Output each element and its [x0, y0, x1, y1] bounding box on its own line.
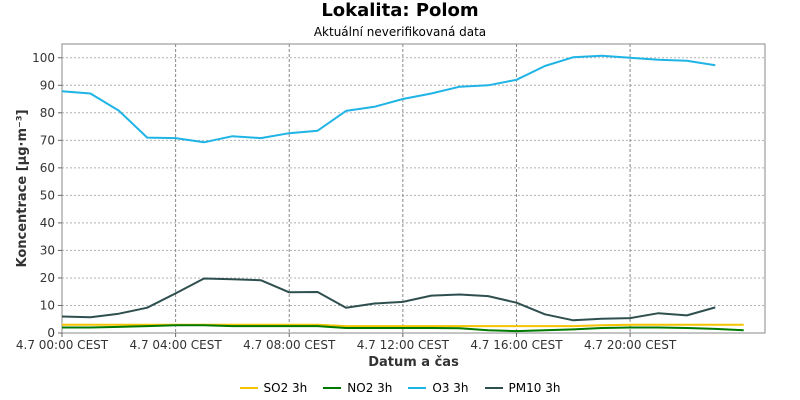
legend-entry: O3 3h [408, 381, 469, 395]
legend-label: NO2 3h [347, 381, 393, 395]
y-tick-label: 30 [40, 243, 55, 257]
y-tick-label: 60 [40, 161, 55, 175]
y-tick-label: 20 [40, 271, 55, 285]
y-tick-label: 0 [47, 326, 55, 340]
x-axis-title: Datum a čas [368, 355, 459, 370]
grid [61, 44, 765, 333]
legend-swatch [484, 387, 503, 389]
chart-title: Lokalita: Polom [321, 0, 479, 21]
legend-swatch [323, 387, 342, 389]
series-line-no2-3h [62, 324, 744, 333]
x-tick-label: 4.7 04:00 CEST [130, 338, 223, 352]
x-tick-label: 4.7 08:00 CEST [243, 338, 336, 352]
legend-entry: SO2 3h [239, 381, 308, 395]
legend-label: O3 3h [432, 381, 469, 395]
legend-entry: NO2 3h [323, 381, 392, 395]
plot-area [61, 43, 766, 334]
legend: SO2 3h NO2 3h O3 3h PM10 3h [0, 381, 800, 395]
legend-swatch [239, 387, 258, 389]
y-tick-label: 80 [40, 106, 55, 120]
x-tick-label: 4.7 16:00 CEST [470, 338, 563, 352]
y-tick-label: 90 [40, 78, 55, 92]
y-tick-label: 70 [40, 133, 55, 147]
y-tick-label: 50 [40, 188, 55, 202]
y-tick-label: 10 [40, 298, 55, 312]
legend-entry: PM10 3h [484, 381, 561, 395]
x-tick-label: 4.7 12:00 CEST [357, 338, 450, 352]
x-tick-label: 4.7 20:00 CEST [584, 338, 677, 352]
legend-swatch [408, 387, 427, 389]
x-tick-label: 4.7 00:00 CEST [16, 338, 109, 352]
series-layer [61, 54, 744, 333]
y-tick-label: 40 [40, 216, 55, 230]
series-line-pm10-3h [61, 277, 716, 322]
y-tick-label: 100 [32, 51, 55, 65]
y-axis-title: Koncentrace [µg·m⁻³] [15, 109, 30, 267]
axes: 0 10 20 30 40 50 60 70 80 90 100 4.7 00:00 CEST 4.7 … [16, 51, 677, 352]
series-line-o3-3h [61, 54, 716, 144]
legend-label: SO2 3h [263, 381, 308, 395]
legend-label: PM10 3h [508, 381, 561, 395]
chart-subtitle: Aktuální neverifikovaná data [313, 25, 487, 39]
